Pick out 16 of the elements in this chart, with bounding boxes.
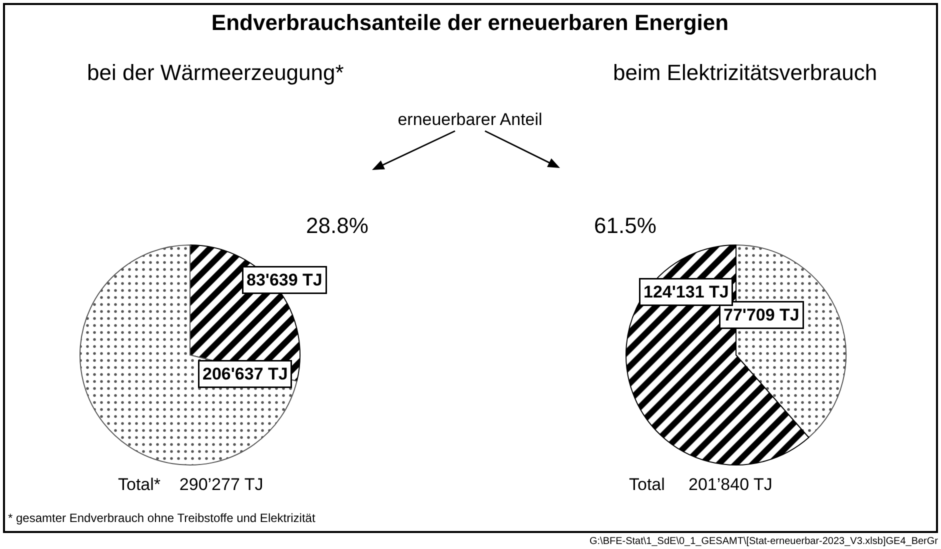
pie-slice: [80, 244, 298, 466]
text: Endverbrauchsanteile der erneuerbaren Energien: [211, 10, 729, 36]
text: G:\BFE-Stat\1_SdE\0_1_GESAMT\[Stat-erneuerbar-2023_V3.xlsb]GE4_BerGr: [589, 536, 938, 547]
chart-subtitle: bei der Wärmeerzeugung*: [87, 60, 344, 85]
text: Total 201’840 TJ: [629, 475, 772, 494]
pie-slice: [626, 244, 810, 466]
text: * gesamter Endverbrauch ohne Treibstoffe und Elektrizität: [8, 510, 316, 525]
text: 61.5%: [594, 213, 656, 238]
data-label: 83'639 TJ: [246, 270, 322, 290]
data-label: 124'131 TJ: [644, 282, 729, 302]
text: erneuerbarer Anteil: [398, 110, 542, 130]
data-label: 77'709 TJ: [724, 306, 800, 324]
data-label: 206'637 TJ: [202, 364, 288, 384]
text: Total* 290’277 TJ: [118, 475, 264, 494]
text: 28.8%: [306, 213, 368, 238]
chart-subtitle: beim Elektrizitätsverbrauch: [613, 60, 878, 85]
